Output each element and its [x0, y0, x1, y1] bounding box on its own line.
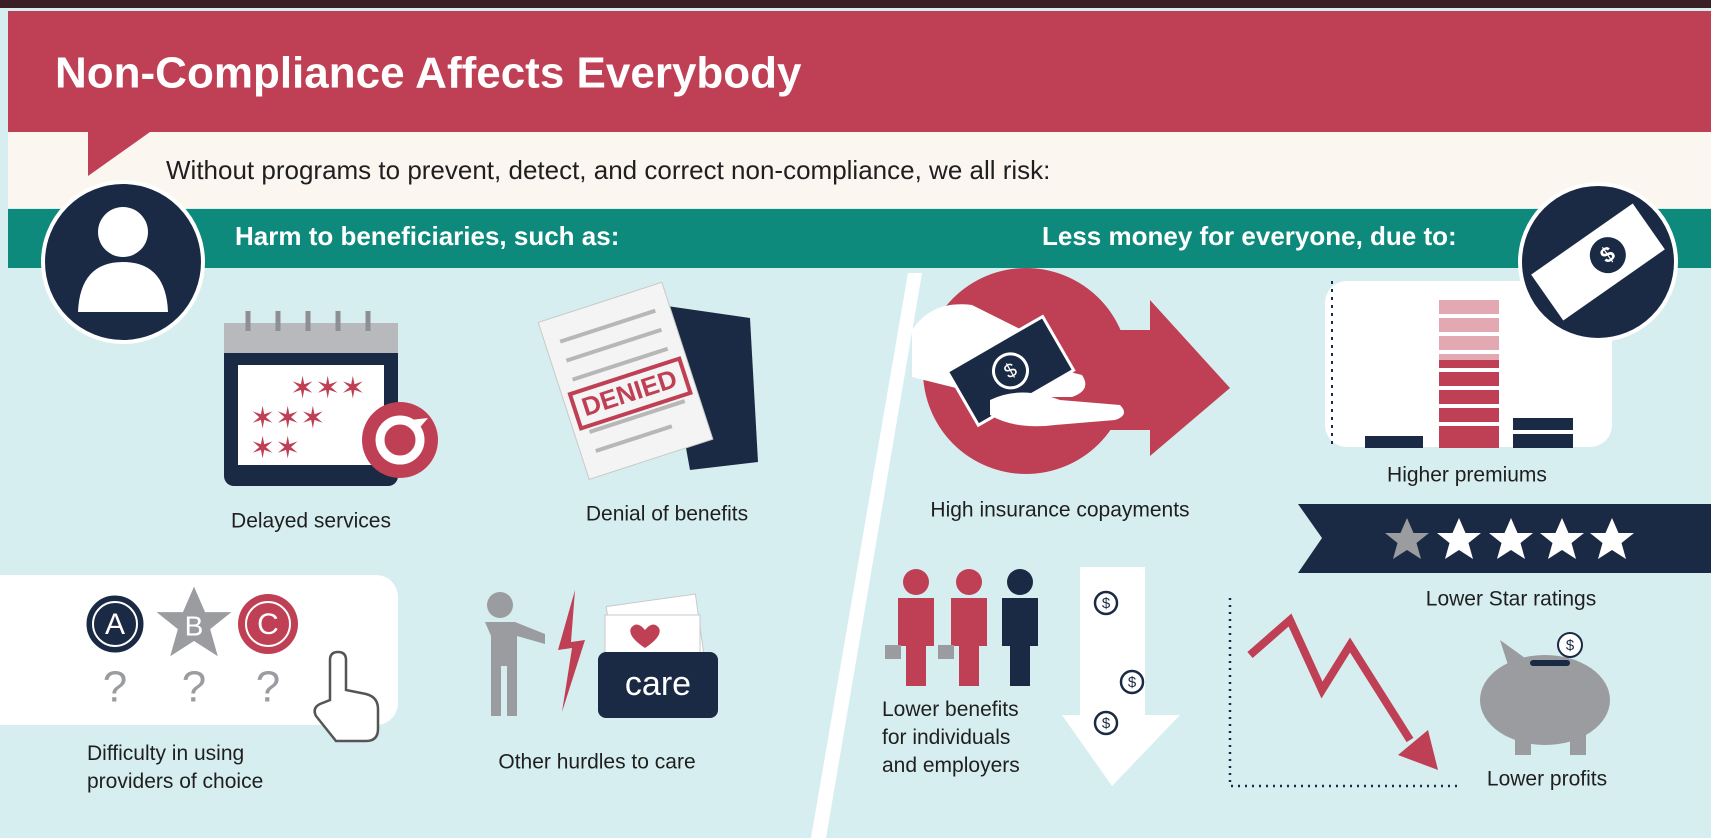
- calendar-icon-part-part: ✶✶✶: [290, 372, 365, 405]
- premium-bars-part: [1439, 300, 1499, 360]
- question-mark: ?: [256, 663, 280, 712]
- piggy-bank-icon-part: [1497, 685, 1517, 707]
- item-label: Other hurdles to care: [498, 751, 695, 774]
- piggy-bank-icon-part: [1515, 735, 1531, 755]
- money-symbol: $: [1102, 715, 1111, 732]
- people-icon-part: [903, 569, 929, 595]
- item-label: Lower Star ratings: [1426, 588, 1596, 611]
- person-icon: [43, 182, 203, 342]
- canvas: Non-Compliance Affects Everybody Without…: [0, 0, 1711, 838]
- people-icon-part: [1007, 569, 1033, 595]
- people-icon-part: [938, 645, 954, 659]
- item-label: Difficulty in using providers of choice: [87, 740, 292, 796]
- piggy-bank-icon-part: [1570, 735, 1586, 755]
- title: Non-Compliance Affects Everybody: [55, 49, 802, 98]
- choice-label: B: [185, 610, 204, 641]
- item-label: Delayed services: [231, 510, 391, 533]
- item-label: Denial of benefits: [586, 503, 748, 526]
- question-mark: ?: [182, 663, 206, 712]
- calendar-icon-part: [362, 402, 438, 478]
- money-symbol: $: [1102, 595, 1111, 612]
- money-symbol: $: [1128, 674, 1137, 691]
- hurdles-icon-part: [487, 592, 513, 618]
- people-icon-part: [885, 645, 901, 659]
- choice-label: C: [257, 608, 279, 641]
- item-label: Lower profits: [1487, 768, 1607, 791]
- people-icon-part: [956, 569, 982, 595]
- question-mark: ?: [103, 663, 127, 712]
- people-icon: [885, 569, 1038, 686]
- calendar-icon-part-part: ✶✶✶: [250, 402, 325, 435]
- choice-label: A: [105, 608, 125, 641]
- piggy-bank-icon-part: [1530, 660, 1570, 666]
- item-label: Lower benefits for individuals and emplo…: [882, 696, 1042, 780]
- premium-bars-part: [1365, 436, 1423, 448]
- infographic: Non-Compliance Affects Everybody Without…: [0, 0, 1711, 838]
- card-text: care: [625, 665, 691, 703]
- money-symbol: $: [1566, 637, 1575, 654]
- right-heading: Less money for everyone, due to:: [1042, 221, 1457, 251]
- background-part: [0, 0, 1711, 8]
- calendar-icon-part-part: ✶✶: [250, 432, 300, 465]
- item-label: Higher premiums: [1387, 464, 1547, 487]
- star-ribbon: [1298, 504, 1711, 573]
- item-label: High insurance copayments: [930, 499, 1189, 522]
- left-heading: Harm to beneficiaries, such as:: [235, 221, 619, 251]
- person-icon-part: [98, 207, 148, 257]
- subtitle: Without programs to prevent, detect, and…: [166, 155, 1050, 185]
- money-icon: $: [1520, 184, 1676, 340]
